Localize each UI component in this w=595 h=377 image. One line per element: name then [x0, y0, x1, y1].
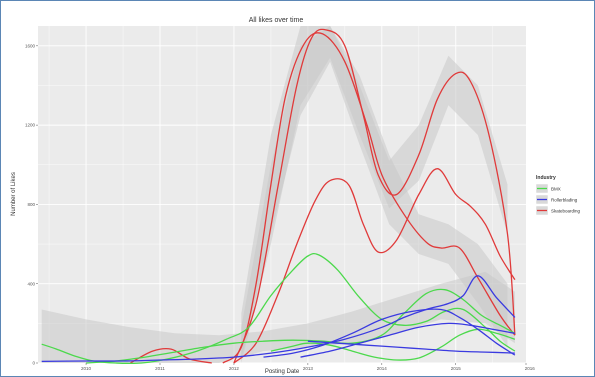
y-tick-label: 1200: [25, 123, 36, 128]
legend-title: Industry: [536, 175, 556, 181]
legend-label-rollerblading: Rollerblading: [551, 198, 578, 203]
legend-label-bmx: BMX: [551, 187, 561, 192]
series-lines: [41, 28, 516, 365]
x-tick-label: 2014: [377, 366, 388, 371]
y-tick-label: 400: [27, 281, 35, 286]
legend: Industry BMX Rollerblading Skateboarding: [535, 175, 581, 216]
x-axis-label: Posting Date: [265, 369, 300, 375]
y-axis-label: Number of Likes: [11, 172, 17, 216]
x-tick-label: 2012: [229, 366, 240, 371]
skateboarding-trend-line: [233, 28, 516, 364]
y-tick-label: 1600: [25, 43, 36, 48]
rollerblading-trend-line: [41, 275, 516, 363]
y-tick-label: 0: [32, 361, 35, 366]
confidence-ribbon: [241, 26, 508, 363]
confidence-ribbon: [41, 271, 515, 363]
rollerblading-trend-line: [300, 322, 516, 358]
rollerblading-trend-line: [263, 308, 516, 358]
x-tick-label: 2011: [155, 366, 165, 371]
x-tick-label: 2016: [525, 366, 536, 371]
y-tick-label: 800: [27, 202, 35, 207]
axis-ticks: 0 400 800 1200 1600 2010 2011 2012 2013 2014 2015 2…: [25, 43, 535, 371]
rollerblading-trend-line: [307, 340, 515, 354]
x-tick-label: 2010: [81, 366, 92, 371]
skateboarding-trend-line: [130, 347, 212, 364]
x-tick-label: 2013: [303, 366, 314, 371]
legend-label-skateboarding: Skateboarding: [551, 209, 581, 214]
confidence-ribbons: [41, 26, 515, 363]
x-tick-label: 2015: [451, 366, 462, 371]
skateboarding-trend-line: [233, 168, 516, 364]
chart-title: All likes over time: [249, 17, 304, 24]
